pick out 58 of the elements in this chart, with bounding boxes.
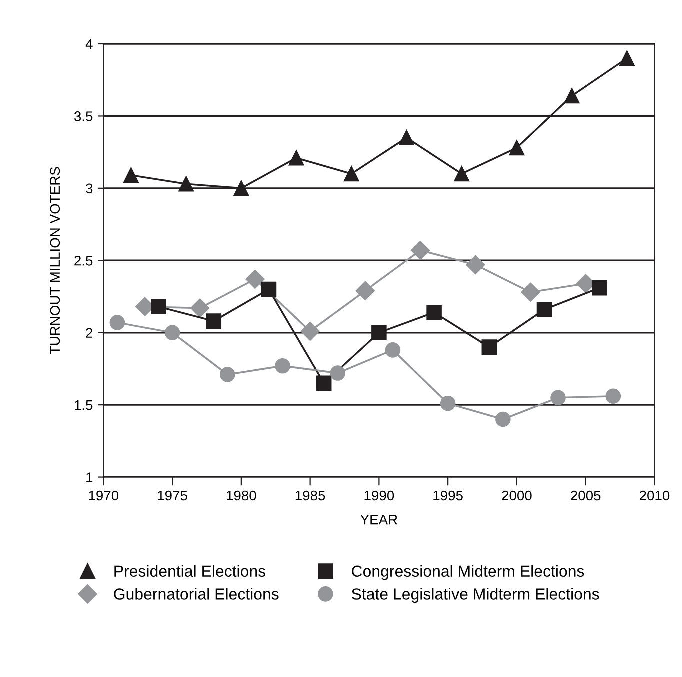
point (620, 50, 635, 66)
point (178, 176, 194, 192)
point (606, 388, 622, 404)
y-tick-label: 1 (86, 472, 93, 482)
point (482, 340, 498, 355)
point (356, 281, 375, 301)
point (288, 150, 304, 166)
point (220, 367, 236, 382)
point (399, 130, 414, 146)
point (151, 299, 166, 314)
point (234, 180, 250, 196)
point (454, 166, 470, 182)
point (206, 314, 222, 329)
point (246, 270, 265, 289)
point (564, 88, 580, 104)
point (344, 166, 360, 182)
point (300, 322, 320, 341)
point (124, 168, 139, 184)
point (466, 255, 486, 275)
point (190, 298, 210, 318)
legend-label: Congressional Midterm Elections (352, 565, 584, 580)
y-tick-label: 2.5 (74, 256, 93, 266)
x-tick-label: 2010 (640, 490, 670, 501)
point (592, 280, 608, 296)
x-tick-label: 2005 (571, 490, 601, 501)
point (261, 282, 277, 298)
point (496, 412, 511, 428)
point (330, 366, 346, 381)
y-tick-label: 1.5 (75, 400, 93, 410)
point (440, 396, 456, 412)
x-tick-label: 1975 (158, 490, 188, 501)
y-tick-label: 4 (86, 39, 93, 50)
x-tick-label: 1985 (296, 490, 326, 501)
point (536, 302, 552, 318)
y-axis-title: TURNOUT MILLION VOTERS (50, 167, 60, 354)
x-tick-label: 1990 (364, 490, 394, 501)
x-tick-label: 1995 (434, 490, 463, 501)
legend-label: Gubernatorial Elections (114, 588, 279, 600)
point (550, 390, 566, 406)
x-tick-label: 2000 (502, 490, 532, 501)
y-tick-label: 2 (86, 328, 93, 338)
x-tick-label: 1970 (89, 490, 119, 501)
legend-label: State Legislative Midterm Elections (352, 588, 600, 604)
point (385, 342, 401, 358)
point (316, 376, 332, 392)
point (372, 325, 387, 340)
point (509, 140, 525, 156)
legend-label: Presidential Elections (114, 565, 266, 578)
x-tick-label: 1980 (227, 490, 256, 501)
x-axis-title: YEAR (360, 515, 398, 525)
point (410, 241, 430, 260)
point (164, 325, 180, 340)
point (426, 305, 442, 320)
point (110, 315, 126, 330)
point (275, 358, 290, 374)
point (521, 282, 540, 302)
y-tick-label: 3.5 (74, 112, 93, 122)
y-tick-label: 3 (86, 184, 93, 194)
